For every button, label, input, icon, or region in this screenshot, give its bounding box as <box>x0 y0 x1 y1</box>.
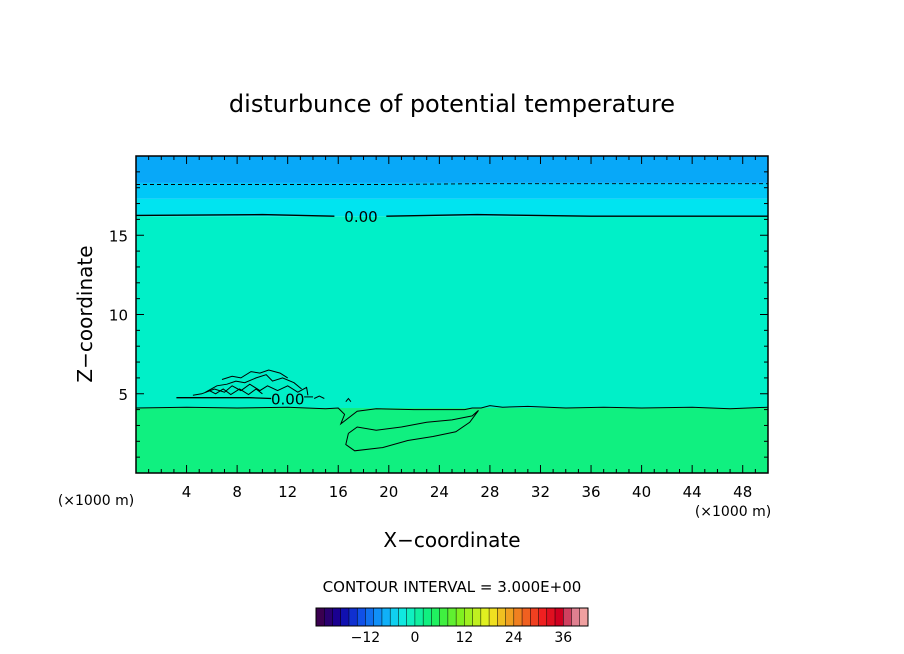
contour-upper-left <box>135 213 335 217</box>
x-axis-label: X−coordinate <box>383 528 520 552</box>
x-unit-right: (×1000 m) <box>695 504 771 520</box>
temperature-layers <box>136 156 768 473</box>
contour-labels: 0.00 0.00 <box>271 208 378 408</box>
x-tick-label: 44 <box>683 483 702 501</box>
colorbar-tick-label: 24 <box>505 630 523 646</box>
x-tick-label: 16 <box>329 483 348 501</box>
colorbar-swatch <box>489 608 498 626</box>
contour-cluster-wiggle-b <box>205 374 302 393</box>
colorbar-swatch <box>423 608 432 626</box>
contour-cluster-wiggle-a <box>192 383 309 396</box>
colorbar-swatch <box>472 608 482 626</box>
colorbar-swatch <box>480 608 490 626</box>
x-axis-ticks: 4 8 12 16 20 24 28 32 36 40 44 48 <box>148 156 756 501</box>
colorbar-swatch <box>390 608 399 626</box>
contour-cluster-wiggle-c <box>221 369 288 380</box>
contour-cell-lower <box>345 410 479 452</box>
y-tick-label: 10 <box>109 307 128 325</box>
contour-small-b <box>345 397 352 403</box>
colorbar-frame <box>315 607 589 627</box>
x-unit-left: (×1000 m) <box>58 493 134 509</box>
colorbar-swatch <box>464 608 473 626</box>
colorbar-swatch <box>571 608 581 626</box>
x-tick-label: 36 <box>581 483 600 501</box>
colorbar-tick-label: 36 <box>554 630 572 646</box>
colorbar-swatch <box>348 608 358 626</box>
colorbar-swatch <box>398 608 407 626</box>
colorbar-swatch <box>381 608 391 626</box>
colorbar-swatch <box>340 608 350 626</box>
layer-band-4 <box>136 156 768 183</box>
x-tick-label: 28 <box>480 483 499 501</box>
colorbar-swatch <box>555 608 564 626</box>
colorbar-swatch <box>332 608 342 626</box>
colorbar-swatch <box>505 608 515 626</box>
colorbar-swatch <box>563 608 572 626</box>
y-tick-label: 5 <box>118 386 128 404</box>
contour-label-0: 0.00 <box>344 208 377 226</box>
layer-band-0 <box>136 408 768 473</box>
colorbar-swatch <box>406 608 416 626</box>
x-tick-label: 12 <box>278 483 297 501</box>
contour-small-a <box>313 395 325 399</box>
contour-cluster-base <box>176 397 272 400</box>
contour-label-1: 0.00 <box>271 391 304 409</box>
colorbar-tick-label: 0 <box>410 630 419 646</box>
contour-upper-right <box>386 213 768 217</box>
contour-lower-boundary <box>135 405 769 426</box>
contour-cluster-wiggle-d <box>209 388 263 396</box>
x-tick-label: 32 <box>531 483 550 501</box>
colorbar-swatch <box>431 608 440 626</box>
y-axis-label: Z−coordinate <box>73 245 97 382</box>
x-tick-label: 40 <box>632 483 651 501</box>
colorbar-swatch <box>546 608 556 626</box>
colorbar-tick-label: −12 <box>351 630 381 646</box>
layer-band-2 <box>136 198 768 217</box>
colorbar-swatch <box>316 608 325 626</box>
colorbar-swatch <box>522 608 531 626</box>
colorbar-swatch <box>365 608 374 626</box>
contour-lines <box>135 183 769 452</box>
x-tick-label: 20 <box>379 483 398 501</box>
colorbar-swatch <box>456 608 465 626</box>
colorbar-swatch <box>324 608 333 626</box>
layer-band-1 <box>136 216 768 409</box>
colorbar-swatch <box>357 608 366 626</box>
contour-dashed-top <box>136 183 768 185</box>
x-tick-label: 8 <box>232 483 242 501</box>
colorbar-swatch <box>538 608 548 626</box>
colorbar-swatch <box>414 608 424 626</box>
x-tick-label: 24 <box>430 483 449 501</box>
contour-interval-label: CONTOUR INTERVAL = 3.000E+00 <box>323 578 582 596</box>
colorbar-swatch <box>513 608 523 626</box>
y-tick-label: 15 <box>109 227 128 245</box>
colorbar-swatch <box>530 608 539 626</box>
colorbar-swatch <box>497 608 506 626</box>
layer-band-3 <box>136 182 768 199</box>
y-axis-ticks: 5 10 15 <box>109 171 768 458</box>
x-tick-label: 4 <box>182 483 192 501</box>
colorbar-swatch <box>579 608 589 626</box>
chart-title: disturbunce of potential temperature <box>229 90 675 118</box>
colorbar-tick-label: 12 <box>455 630 473 646</box>
x-tick-label: 48 <box>733 483 752 501</box>
colorbar-swatch <box>373 608 383 626</box>
colorbar-swatch <box>447 608 457 626</box>
colorbar: −12 0 12 24 36 <box>315 607 589 646</box>
colorbar-swatch <box>439 608 449 626</box>
